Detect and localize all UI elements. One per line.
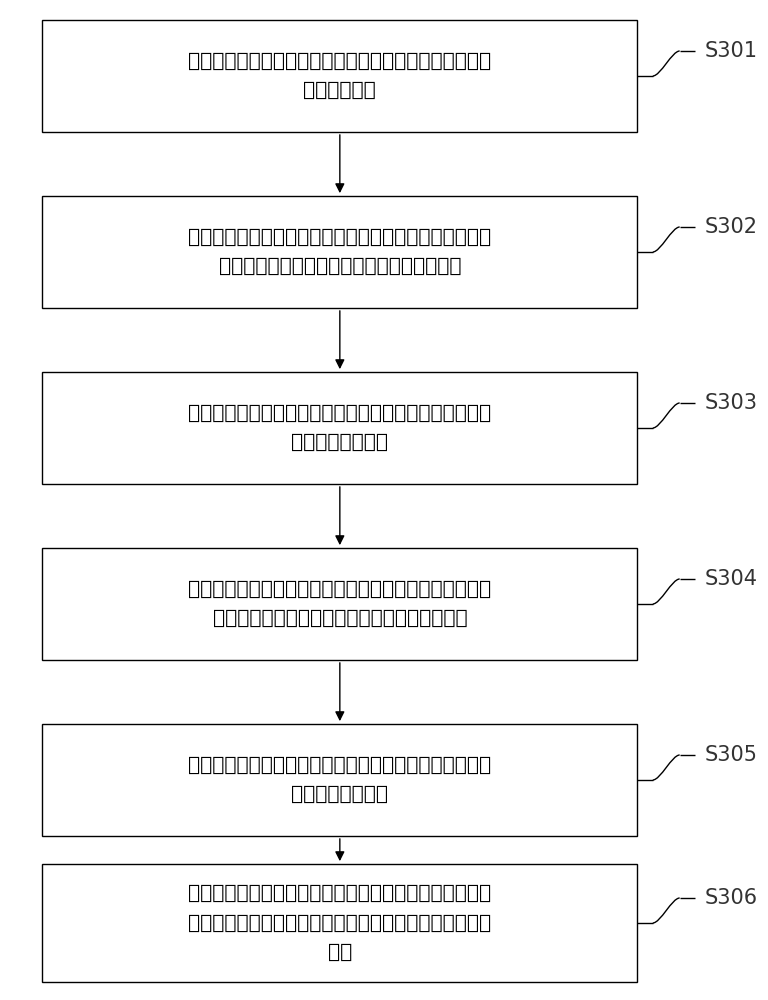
- Text: S306: S306: [704, 888, 757, 908]
- Text: S304: S304: [704, 569, 757, 589]
- FancyBboxPatch shape: [42, 20, 637, 132]
- Text: 当确定第一分片键与查询语句的连接键匹配，从存储引擎
中获取第一数据表的第一分片和节点映射关系: 当确定第一分片键与查询语句的连接键匹配，从存储引擎 中获取第一数据表的第一分片和…: [188, 228, 492, 276]
- FancyBboxPatch shape: [42, 724, 637, 836]
- Text: S303: S303: [704, 393, 757, 413]
- FancyBboxPatch shape: [42, 548, 637, 660]
- Text: S305: S305: [704, 745, 757, 765]
- Text: 从存储引擎中获取第一数据表的第一分片键和第二数据表
的第二分片键: 从存储引擎中获取第一数据表的第一分片键和第二数据表 的第二分片键: [188, 52, 492, 100]
- Text: 利用第一分片映射函数、第一扫描结果和第二扫描结果，
在对应的物理节点上对第一数据表和第二数据表进行分片
连接: 利用第一分片映射函数、第一扫描结果和第二扫描结果， 在对应的物理节点上对第一数据…: [188, 884, 492, 962]
- Text: 当确定第一数据表和第二数据表满足相容条件，从存储引
擎中获取第二数据表的第二分片和节点映射关系: 当确定第一数据表和第二数据表满足相容条件，从存储引 擎中获取第二数据表的第二分片…: [188, 580, 492, 628]
- FancyBboxPatch shape: [42, 196, 637, 308]
- Text: 利用第一分片和节点映射关系对第一数据表进行表扫描，
得到第一扫描结果: 利用第一分片和节点映射关系对第一数据表进行表扫描， 得到第一扫描结果: [188, 404, 492, 452]
- FancyBboxPatch shape: [42, 372, 637, 484]
- Text: 利用第二分片和节点映射关系对第二数据表进行表扫描，
得到第二扫描结果: 利用第二分片和节点映射关系对第二数据表进行表扫描， 得到第二扫描结果: [188, 756, 492, 804]
- FancyBboxPatch shape: [42, 864, 637, 982]
- Text: S301: S301: [704, 41, 757, 61]
- Text: S302: S302: [704, 217, 757, 237]
